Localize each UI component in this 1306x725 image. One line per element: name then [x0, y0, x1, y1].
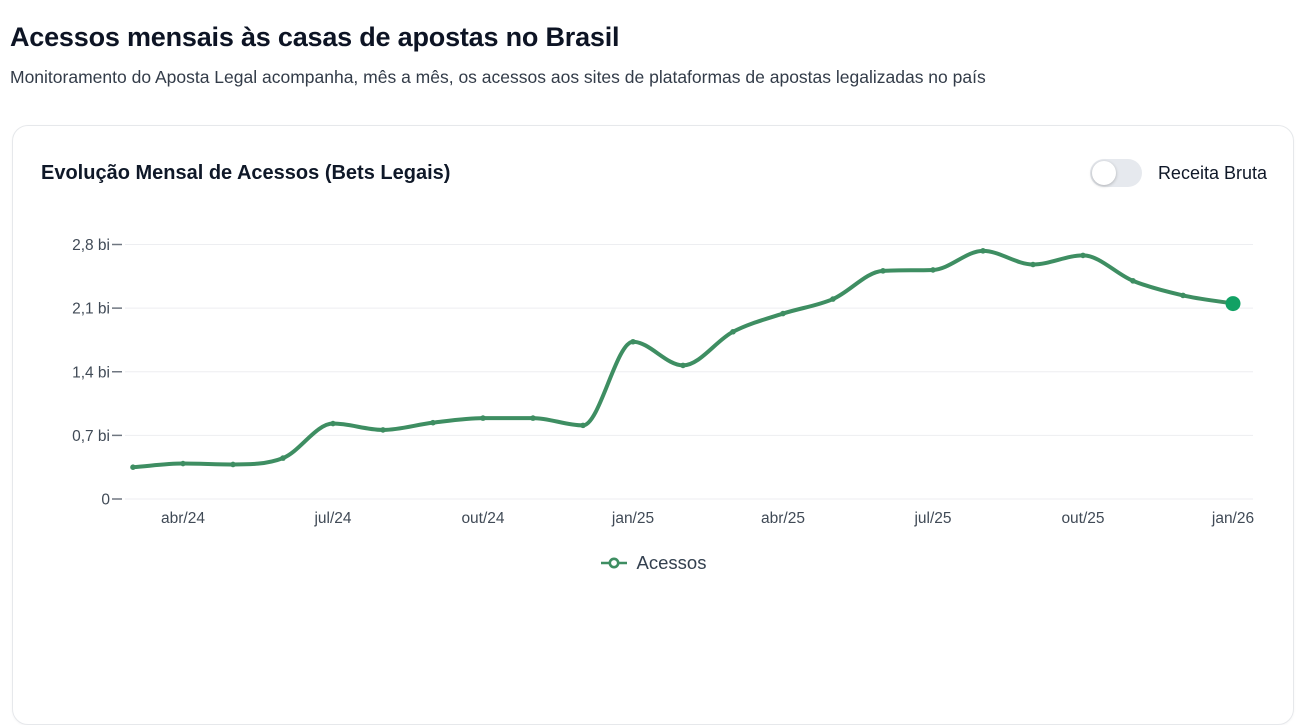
svg-text:2,8 bi: 2,8 bi — [72, 237, 110, 254]
toggle-group: Receita Bruta — [1089, 159, 1267, 187]
svg-text:1,4 bi: 1,4 bi — [72, 364, 110, 381]
svg-text:abr/24: abr/24 — [161, 510, 205, 527]
svg-text:0,7 bi: 0,7 bi — [72, 428, 110, 445]
svg-text:out/25: out/25 — [1061, 510, 1104, 527]
svg-text:2,1 bi: 2,1 bi — [72, 301, 110, 318]
svg-text:jul/24: jul/24 — [313, 510, 351, 527]
toggle-label: Receita Bruta — [1157, 162, 1267, 183]
legend-label: Acessos — [636, 552, 707, 573]
toggle-knob-icon — [1091, 161, 1116, 185]
card-header: Evolução Mensal de Acessos (Bets Legais)… — [41, 159, 1267, 187]
chart-title: Evolução Mensal de Acessos (Bets Legais) — [41, 161, 451, 184]
svg-text:abr/25: abr/25 — [761, 510, 805, 527]
legend-line-icon — [600, 557, 627, 569]
svg-text:jul/25: jul/25 — [913, 510, 951, 527]
page-subtitle: Monitoramento do Aposta Legal acompanha,… — [10, 67, 986, 87]
line-chart[interactable]: 0 0,7 bi 1,4 bi 2,1 bi 2,8 bi abr/24 jul/24 out… — [13, 221, 1293, 566]
page-title: Acessos mensais às casas de apostas no B… — [10, 22, 620, 52]
svg-text:0: 0 — [101, 492, 110, 509]
chart-card: Evolução Mensal de Acessos (Bets Legais)… — [12, 125, 1294, 725]
svg-text:out/24: out/24 — [461, 510, 504, 527]
svg-text:jan/25: jan/25 — [611, 510, 654, 527]
receita-bruta-toggle[interactable] — [1089, 159, 1142, 187]
svg-text:jan/26: jan/26 — [1211, 510, 1254, 527]
chart-legend: Acessos — [13, 548, 1293, 578]
